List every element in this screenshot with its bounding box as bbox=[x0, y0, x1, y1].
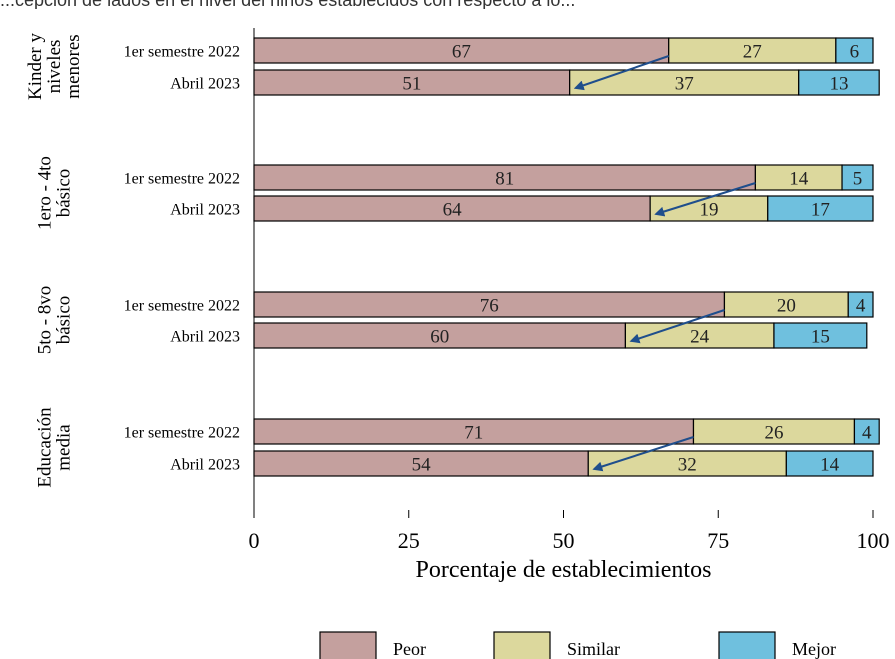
bar-segment-mejor bbox=[785, 450, 874, 477]
bar-value-label: 6 bbox=[850, 42, 860, 63]
row-label: Abril 2023 bbox=[170, 202, 240, 219]
bar-value-label: 67 bbox=[452, 42, 471, 63]
bar-segment-mejor bbox=[847, 291, 874, 318]
bar-value-label: 32 bbox=[678, 455, 697, 476]
bar-value-label: 24 bbox=[690, 327, 710, 348]
group-label-line: básico bbox=[54, 169, 75, 218]
row-label: 1er semestre 2022 bbox=[124, 44, 240, 61]
legend-label-peor: Peor bbox=[393, 639, 426, 659]
x-tick-label: 0 bbox=[249, 528, 260, 553]
bar-value-label: 20 bbox=[777, 296, 796, 317]
group-label: Kinder ynivelesmenores bbox=[25, 32, 84, 100]
x-axis-title: Porcentaje de establecimientos bbox=[416, 557, 712, 583]
bar-value-label: 60 bbox=[430, 327, 449, 348]
row-label: Abril 2023 bbox=[170, 329, 240, 346]
bar-segment-peor bbox=[253, 164, 756, 191]
bar-segment-peor bbox=[253, 69, 571, 96]
bar-value-label: 17 bbox=[811, 200, 830, 221]
change-arrow bbox=[629, 309, 725, 344]
bar-value-label: 14 bbox=[820, 455, 840, 476]
bar-segment-peor bbox=[253, 37, 670, 64]
group-label-line: básico bbox=[54, 296, 75, 345]
change-arrow bbox=[573, 55, 670, 91]
group-label-line: 1ero - 4to bbox=[35, 156, 56, 230]
group-label: 5to - 8vobásico bbox=[35, 286, 75, 355]
group-label: 1ero - 4tobásico bbox=[35, 156, 75, 230]
row-label: 1er semestre 2022 bbox=[124, 425, 240, 442]
legend-swatch-similar bbox=[493, 631, 551, 659]
bar-value-label: 4 bbox=[862, 423, 872, 444]
group-label-line: menores bbox=[63, 34, 84, 98]
bar-segment-mejor bbox=[767, 195, 874, 222]
legend-label-mejor: Mejor bbox=[792, 639, 836, 659]
bar-segment-similar bbox=[649, 195, 769, 222]
bar-segment-mejor bbox=[841, 164, 874, 191]
row-label: 1er semestre 2022 bbox=[124, 298, 240, 315]
bar-value-label: 27 bbox=[743, 42, 762, 63]
group-label-line: niveles bbox=[44, 40, 65, 94]
bar-value-label: 64 bbox=[443, 200, 463, 221]
bar-value-label: 26 bbox=[764, 423, 783, 444]
x-tick-label: 100 bbox=[857, 528, 890, 553]
bar-value-label: 71 bbox=[464, 423, 483, 444]
change-arrow bbox=[592, 436, 694, 472]
bar-value-label: 13 bbox=[829, 74, 848, 95]
row-label: Abril 2023 bbox=[170, 457, 240, 474]
row-label: 1er semestre 2022 bbox=[124, 171, 240, 188]
x-tick-label: 75 bbox=[707, 528, 729, 553]
bar-value-label: 19 bbox=[699, 200, 718, 221]
group-label: Educaciónmedia bbox=[35, 407, 75, 488]
change-arrow bbox=[654, 182, 756, 217]
group-label-line: Educación bbox=[35, 407, 56, 488]
bar-segment-similar bbox=[723, 291, 849, 318]
bar-segment-similar bbox=[624, 322, 775, 349]
bar-segment-peor bbox=[253, 195, 651, 222]
clipped-header-text: ...cepción de lados en el nivel del niño… bbox=[0, 0, 895, 9]
legend-label-similar: Similar bbox=[567, 639, 620, 659]
bar-segment-mejor bbox=[798, 69, 880, 96]
row-label: Abril 2023 bbox=[170, 76, 240, 93]
bar-segment-similar bbox=[569, 69, 800, 96]
bar-value-label: 37 bbox=[675, 74, 694, 95]
bar-value-label: 5 bbox=[853, 169, 863, 190]
bar-segment-peor bbox=[253, 291, 726, 318]
bar-value-label: 51 bbox=[402, 74, 421, 95]
group-label-line: 5to - 8vo bbox=[35, 286, 56, 355]
bar-segment-mejor bbox=[853, 418, 880, 445]
bar-segment-mejor bbox=[773, 322, 868, 349]
legend-swatch-mejor bbox=[718, 631, 776, 659]
bar-segment-similar bbox=[587, 450, 787, 477]
x-tick-label: 25 bbox=[398, 528, 420, 553]
bar-value-label: 14 bbox=[789, 169, 809, 190]
bar-value-label: 76 bbox=[480, 296, 499, 317]
bar-value-label: 54 bbox=[412, 455, 432, 476]
bar-value-label: 15 bbox=[811, 327, 830, 348]
group-label-line: media bbox=[54, 424, 75, 471]
x-tick-label: 50 bbox=[553, 528, 575, 553]
bar-value-label: 4 bbox=[856, 296, 866, 317]
legend-swatch-peor bbox=[319, 631, 377, 659]
group-label-line: Kinder y bbox=[25, 32, 46, 100]
bar-segment-similar bbox=[754, 164, 843, 191]
bar-segment-mejor bbox=[835, 37, 874, 64]
bar-value-label: 81 bbox=[495, 169, 514, 190]
